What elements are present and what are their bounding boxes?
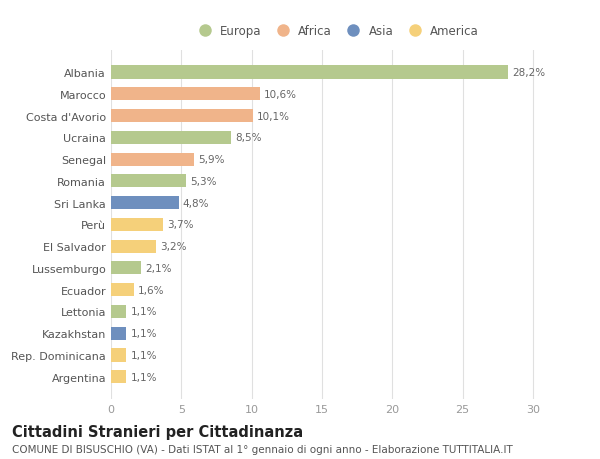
Text: 1,1%: 1,1% [131, 350, 157, 360]
Text: 1,1%: 1,1% [131, 307, 157, 317]
Bar [111, 67, 508, 79]
Text: 3,2%: 3,2% [160, 241, 187, 252]
Text: 10,6%: 10,6% [264, 90, 297, 100]
Text: 1,1%: 1,1% [131, 372, 157, 382]
Text: 28,2%: 28,2% [512, 68, 545, 78]
Bar [111, 262, 140, 275]
Text: COMUNE DI BISUSCHIO (VA) - Dati ISTAT al 1° gennaio di ogni anno - Elaborazione : COMUNE DI BISUSCHIO (VA) - Dati ISTAT al… [12, 444, 513, 454]
Bar [111, 88, 260, 101]
Bar [111, 153, 194, 166]
Text: 5,3%: 5,3% [190, 176, 216, 186]
Bar [111, 284, 133, 297]
Bar [111, 349, 127, 362]
Bar [111, 370, 127, 383]
Bar [111, 218, 163, 231]
Legend: Europa, Africa, Asia, America: Europa, Africa, Asia, America [193, 25, 479, 38]
Bar [111, 132, 230, 145]
Bar [111, 327, 127, 340]
Text: 1,6%: 1,6% [138, 285, 164, 295]
Bar [111, 175, 185, 188]
Text: 5,9%: 5,9% [198, 155, 224, 165]
Bar [111, 196, 179, 210]
Bar [111, 305, 127, 318]
Text: 2,1%: 2,1% [145, 263, 171, 274]
Text: Cittadini Stranieri per Cittadinanza: Cittadini Stranieri per Cittadinanza [12, 425, 303, 440]
Text: 4,8%: 4,8% [183, 198, 209, 208]
Text: 10,1%: 10,1% [257, 112, 290, 121]
Text: 3,7%: 3,7% [167, 220, 194, 230]
Text: 1,1%: 1,1% [131, 329, 157, 338]
Bar [111, 240, 156, 253]
Bar [111, 110, 253, 123]
Text: 8,5%: 8,5% [235, 133, 261, 143]
